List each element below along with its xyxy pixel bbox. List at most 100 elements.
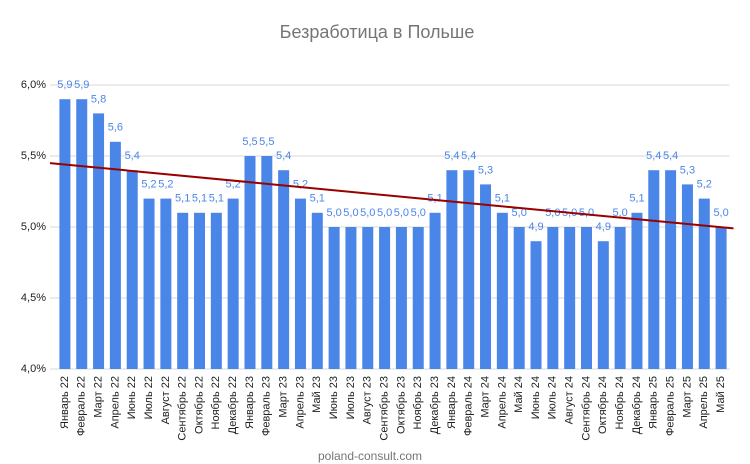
data-label: 5,0 <box>411 207 426 219</box>
data-label: 5,0 <box>360 207 375 219</box>
y-tick-label: 4,5% <box>21 292 46 304</box>
x-tick-label: Март 22 <box>92 376 104 418</box>
data-label: 5,2 <box>158 179 173 191</box>
bar <box>76 99 88 369</box>
data-label: 5,4 <box>461 150 476 162</box>
x-tick-label: Июнь 23 <box>328 376 340 419</box>
x-tick-label: Сентябрь 24 <box>580 376 592 441</box>
data-label: 5,1 <box>192 193 207 205</box>
bar <box>597 241 609 369</box>
x-tick-label: Январь 25 <box>648 376 660 429</box>
x-tick-label: Июнь 22 <box>126 376 138 419</box>
bar <box>429 212 441 369</box>
data-label: 5,0 <box>579 207 594 219</box>
data-label: 5,4 <box>663 150 678 162</box>
data-label: 5,0 <box>713 207 728 219</box>
x-tick-label: Январь 22 <box>59 376 71 429</box>
x-tick-label: Октябрь 22 <box>193 376 205 434</box>
x-tick-label: Сентябрь 22 <box>177 376 189 441</box>
data-label: 5,1 <box>629 193 644 205</box>
x-tick-label: Ноябрь 22 <box>210 376 222 429</box>
trendline <box>49 162 734 230</box>
data-label: 4,9 <box>596 221 611 233</box>
bar <box>580 227 592 369</box>
bar <box>480 184 492 369</box>
bar <box>177 212 189 369</box>
x-tick-label: Январь 23 <box>244 376 256 429</box>
x-tick-label: Июль 22 <box>143 376 155 419</box>
x-tick-label: Март 25 <box>681 376 693 418</box>
x-tick-label: Июль 23 <box>345 376 357 419</box>
x-tick-label: Апрель 22 <box>109 376 121 429</box>
bar <box>227 198 239 369</box>
x-tick-label: Февраль 23 <box>261 376 273 436</box>
x-tick-label: Август 23 <box>362 376 374 424</box>
source: poland-consult.com <box>318 449 422 463</box>
x-tick-label: Декабрь 23 <box>429 376 441 434</box>
data-label: 5,0 <box>343 207 358 219</box>
x-tick-label: Февраль 22 <box>76 376 88 436</box>
x-tick-label: Май 25 <box>715 376 727 413</box>
data-label: 5,8 <box>91 93 106 105</box>
x-tick-label: Апрель 24 <box>496 376 508 429</box>
data-label: 5,0 <box>377 207 392 219</box>
x-tick-label: Ноябрь 24 <box>614 376 626 429</box>
x-tick-label: Октябрь 24 <box>597 376 609 434</box>
data-label: 5,9 <box>57 79 72 91</box>
bar <box>194 212 206 369</box>
bar <box>513 227 525 369</box>
bar <box>665 170 677 369</box>
y-tick-label: 4,0% <box>21 363 46 375</box>
x-tick-label: Сентябрь 23 <box>378 376 390 441</box>
bar <box>648 170 660 369</box>
x-tick-label: Август 22 <box>160 376 172 424</box>
x-tick-label: Ноябрь 23 <box>412 376 424 429</box>
bar <box>328 227 340 369</box>
x-tick-label: Октябрь 23 <box>395 376 407 434</box>
data-label: 5,6 <box>108 122 123 134</box>
bar <box>294 198 306 369</box>
x-tick-label: Апрель 23 <box>294 376 306 429</box>
bar <box>59 99 71 369</box>
y-tick-label: 5,5% <box>21 150 46 162</box>
data-label: 5,3 <box>680 164 695 176</box>
bar <box>530 241 542 369</box>
bar <box>395 227 407 369</box>
data-label: 5,0 <box>512 207 527 219</box>
bar <box>244 156 256 369</box>
data-label: 5,5 <box>259 136 274 148</box>
data-label: 5,2 <box>697 179 712 191</box>
bar <box>446 170 458 369</box>
x-tick-label: Апрель 25 <box>698 376 710 429</box>
data-label: 5,2 <box>141 179 156 191</box>
data-label: 5,1 <box>495 193 510 205</box>
data-label: 5,0 <box>326 207 341 219</box>
data-label: 5,0 <box>545 207 560 219</box>
data-label: 5,1 <box>175 193 190 205</box>
x-tick-label: Декабрь 24 <box>631 376 643 434</box>
x-tick-label: Январь 24 <box>446 376 458 429</box>
bar <box>463 170 475 369</box>
bar <box>412 227 424 369</box>
x-tick-label: Май 24 <box>513 376 525 413</box>
y-tick-label: 6,0% <box>21 79 46 91</box>
chart-title: Безработица в Польше <box>280 22 475 42</box>
x-tick-label: Август 24 <box>564 376 576 424</box>
x-tick-label: Март 23 <box>278 376 290 418</box>
data-label: 5,9 <box>74 79 89 91</box>
x-tick-label: Июль 24 <box>547 376 559 419</box>
data-label: 5,4 <box>125 150 140 162</box>
bar <box>564 227 576 369</box>
data-label: 5,1 <box>310 193 325 205</box>
bar <box>614 227 626 369</box>
bar <box>345 227 357 369</box>
data-label: 5,1 <box>427 193 442 205</box>
bar <box>311 212 323 369</box>
data-label: 5,5 <box>242 136 257 148</box>
data-label: 4,9 <box>528 221 543 233</box>
bar <box>93 113 105 370</box>
bar <box>698 198 710 369</box>
y-tick-label: 5,0% <box>21 221 46 233</box>
data-label: 5,4 <box>444 150 459 162</box>
